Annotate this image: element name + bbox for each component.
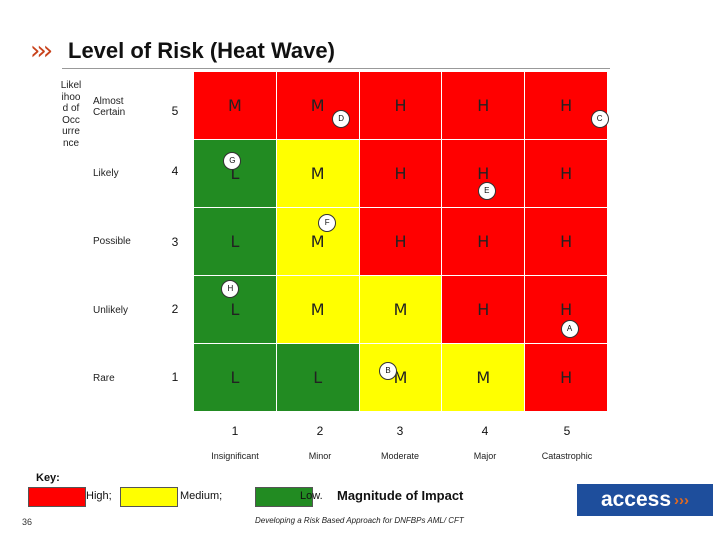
row-number: 4 — [171, 164, 179, 178]
matrix-cell: H — [359, 72, 443, 140]
page-number: 36 — [22, 517, 33, 527]
column-name: Insignificant — [211, 451, 259, 461]
risk-level: L — [230, 164, 240, 183]
key-high-label: High; — [86, 490, 112, 502]
y-axis-label: Likelihood of Occurrence — [60, 80, 82, 149]
column-number: 3 — [396, 424, 404, 438]
risk-level: L — [230, 232, 240, 251]
risk-marker-g: G — [223, 152, 242, 170]
matrix-cell: H — [525, 140, 608, 208]
risk-level: L — [230, 300, 240, 319]
key-medium-label: Medium; — [180, 490, 223, 502]
matrix-cell: H — [359, 140, 443, 208]
matrix-cell: H — [442, 276, 526, 344]
footer-text: Developing a Risk Based Approach for DNF… — [255, 516, 464, 525]
matrix-cell: M — [276, 72, 360, 140]
risk-level: H — [477, 164, 490, 183]
row-number: 5 — [171, 104, 179, 118]
risk-level: H — [394, 164, 407, 183]
matrix-cell: H — [525, 208, 608, 276]
matrix-cell: M — [359, 276, 443, 344]
risk-level: M — [476, 368, 491, 387]
risk-marker-a: A — [560, 320, 579, 338]
column-number: 1 — [231, 424, 239, 438]
key-low-label: Low. — [300, 490, 323, 502]
matrix-cell: M — [276, 276, 360, 344]
key-low-swatch — [255, 487, 313, 507]
column-name: Catastrophic — [541, 451, 593, 461]
title-chevron-icon: ››› — [30, 36, 53, 66]
column-name: Minor — [308, 451, 332, 461]
risk-marker-f: F — [318, 214, 337, 232]
matrix-cell: L — [194, 208, 277, 276]
matrix-cell: M — [442, 344, 526, 412]
risk-level: M — [310, 300, 325, 319]
risk-marker-e: E — [477, 182, 496, 200]
title-divider — [62, 68, 610, 69]
row-label: Likely — [93, 168, 119, 179]
column-number: 5 — [563, 424, 571, 438]
risk-level: M — [227, 96, 242, 115]
page-title: Level of Risk (Heat Wave) — [68, 38, 335, 63]
key-label: Key: — [36, 472, 60, 484]
row-number: 2 — [171, 302, 179, 316]
matrix-cell: H — [525, 344, 608, 412]
row-label: Unlikely — [93, 305, 129, 316]
risk-level: M — [393, 300, 408, 319]
risk-level: M — [393, 368, 408, 387]
risk-level: H — [560, 368, 573, 387]
risk-level: H — [560, 164, 573, 183]
risk-level: M — [310, 96, 325, 115]
risk-level: H — [394, 96, 407, 115]
matrix-cell: L — [194, 140, 277, 208]
row-label: Rare — [93, 373, 115, 384]
matrix-cell: H — [525, 72, 608, 140]
risk-level: H — [394, 232, 407, 251]
risk-marker-c: C — [590, 110, 609, 128]
risk-level: H — [560, 96, 573, 115]
risk-level: H — [477, 96, 490, 115]
matrix-cell: L — [194, 344, 277, 412]
logo-text: access — [600, 488, 672, 511]
matrix-cell: H — [442, 72, 526, 140]
row-label: Almost Certain — [93, 96, 126, 118]
key-medium-swatch — [120, 487, 178, 507]
matrix-cell: M — [276, 140, 360, 208]
access-logo: access ››› — [577, 484, 713, 516]
column-name: Major — [473, 451, 497, 461]
column-name: Moderate — [380, 451, 420, 461]
risk-marker-d: D — [332, 110, 351, 128]
risk-level: L — [230, 368, 240, 387]
risk-level: L — [313, 368, 323, 387]
risk-level: H — [477, 232, 490, 251]
logo-chevron-icon: ››› — [674, 491, 690, 509]
risk-level: H — [560, 300, 573, 319]
key-high-swatch — [28, 487, 86, 507]
row-number: 3 — [171, 235, 179, 249]
matrix-cell: H — [442, 208, 526, 276]
x-axis-label: Magnitude of Impact — [337, 488, 464, 503]
risk-level: M — [310, 232, 325, 251]
risk-level: M — [310, 164, 325, 183]
row-number: 1 — [171, 370, 179, 384]
matrix-cell: M — [359, 344, 443, 412]
risk-level: H — [560, 232, 573, 251]
matrix-cell: H — [359, 208, 443, 276]
risk-marker-b: B — [379, 362, 397, 380]
column-number: 2 — [316, 424, 324, 438]
risk-level: H — [477, 300, 490, 319]
matrix-cell: L — [276, 344, 360, 412]
column-number: 4 — [481, 424, 489, 438]
matrix-cell: M — [276, 208, 360, 276]
matrix-cell: M — [194, 72, 277, 140]
row-label: Possible — [93, 236, 131, 247]
risk-marker-h: H — [221, 280, 240, 298]
